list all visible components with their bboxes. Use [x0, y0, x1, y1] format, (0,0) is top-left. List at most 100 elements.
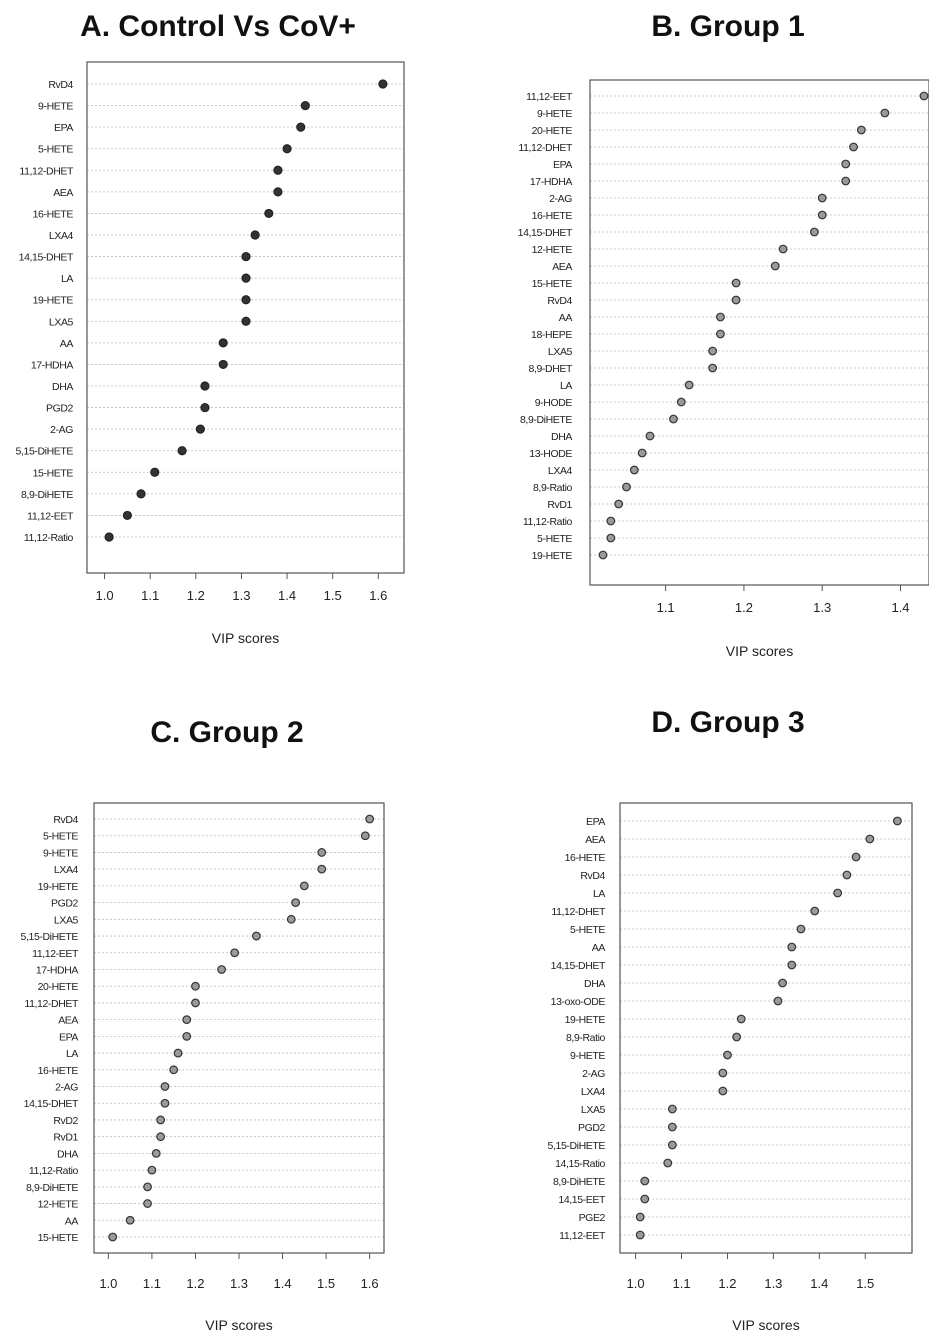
- data-point: [637, 448, 647, 458]
- category-label: AA: [559, 312, 573, 324]
- data-point: [317, 864, 327, 874]
- data-point: [299, 881, 309, 891]
- category-label: LXA4: [581, 1086, 606, 1098]
- data-point: [635, 1230, 645, 1240]
- data-point: [136, 489, 146, 499]
- data-point: [108, 1232, 118, 1242]
- category-label: 11,12-DHET: [518, 142, 573, 154]
- data-point: [640, 1194, 650, 1204]
- data-point: [817, 210, 827, 220]
- category-label: LXA5: [54, 914, 79, 926]
- category-label: 19-HETE: [33, 295, 74, 307]
- category-label: 8,9-Ratio: [566, 1032, 606, 1044]
- category-label: RvD4: [53, 814, 78, 826]
- data-point: [150, 467, 160, 477]
- data-point: [300, 100, 310, 111]
- chart-panel-4: D. Group 3 EPA AEA 16-HETE RvD4 LA 11,12-DHET 5…: [548, 706, 913, 1333]
- category-label: 18-HEPE: [531, 329, 572, 341]
- category-label: DHA: [57, 1148, 78, 1160]
- category-label: RvD1: [547, 499, 572, 511]
- category-label: 15-HETE: [532, 278, 573, 290]
- category-label: 9-HETE: [537, 108, 572, 120]
- x-tick-label: 1.6: [361, 1276, 379, 1291]
- data-point: [241, 295, 251, 305]
- x-tick-label: 1.4: [278, 588, 296, 603]
- plot-frame: [619, 802, 913, 1254]
- chart-panel-2: B. Group 1 11,12-EET 9-HETE 20-HETE 11,12-DH…: [518, 10, 929, 659]
- category-label: AA: [60, 338, 74, 350]
- data-point: [773, 996, 783, 1006]
- data-point: [731, 295, 741, 305]
- data-point: [169, 1065, 179, 1075]
- category-label: LXA4: [49, 230, 74, 242]
- category-label: PGD2: [46, 403, 74, 415]
- data-point: [842, 870, 852, 880]
- data-point: [286, 914, 296, 924]
- data-point: [810, 906, 820, 916]
- category-label: 11,12-EET: [32, 948, 79, 960]
- category-label: 12-HETE: [38, 1199, 79, 1211]
- data-point: [731, 278, 741, 288]
- category-label: 5,15-DiHETE: [16, 446, 74, 458]
- data-point: [241, 316, 251, 326]
- data-point: [635, 1212, 645, 1222]
- data-point: [708, 346, 718, 356]
- chart-panel-1: A. Control Vs CoV+ RvD4 9-HETE EPA 5-HETE 11,…: [16, 10, 405, 646]
- data-point: [856, 125, 866, 135]
- data-point: [218, 359, 228, 370]
- category-label: 2-AG: [50, 424, 73, 436]
- category-label: 11,12-DHET: [551, 906, 606, 918]
- data-point: [817, 193, 827, 203]
- x-tick-label: 1.3: [813, 600, 831, 615]
- plot-frame: [93, 802, 385, 1254]
- category-label: 11,12-EET: [526, 91, 573, 103]
- data-point: [252, 931, 261, 941]
- category-label: RvD2: [53, 1115, 78, 1127]
- x-axis-label: VIP scores: [726, 643, 793, 659]
- category-label: RvD4: [547, 295, 572, 307]
- x-tick-label: 1.2: [186, 1276, 204, 1291]
- data-point: [880, 108, 890, 118]
- category-label: LA: [66, 1048, 78, 1060]
- category-label: 13-HODE: [529, 448, 572, 460]
- category-label: AEA: [53, 187, 73, 199]
- category-label: 16-HETE: [38, 1065, 79, 1077]
- category-label: AEA: [585, 834, 605, 846]
- category-label: PGD2: [578, 1122, 606, 1134]
- category-label: 14,15-Ratio: [555, 1158, 605, 1170]
- data-point: [629, 465, 639, 475]
- category-label: 16-HETE: [565, 852, 606, 864]
- x-axis-label: VIP scores: [732, 1317, 799, 1333]
- category-label: 14,15-DHET: [518, 227, 573, 239]
- data-point: [173, 1048, 183, 1058]
- category-label: 20-HETE: [38, 981, 79, 993]
- data-point: [708, 363, 718, 373]
- data-point: [770, 261, 780, 271]
- category-label: 14,15-EET: [558, 1194, 606, 1206]
- data-point: [667, 1140, 677, 1150]
- category-label: 16-HETE: [33, 208, 74, 220]
- data-point: [151, 1148, 161, 1158]
- category-label: PGE2: [579, 1212, 606, 1224]
- category-label: 5-HETE: [38, 144, 73, 156]
- x-tick-label: 1.3: [764, 1276, 782, 1291]
- data-point: [841, 176, 851, 186]
- category-label: EPA: [59, 1031, 78, 1043]
- category-label: LA: [560, 380, 572, 392]
- data-point: [732, 1032, 742, 1042]
- data-point: [200, 402, 210, 413]
- category-label: LXA5: [548, 346, 573, 358]
- category-label: 11,12-EET: [559, 1230, 606, 1242]
- data-point: [360, 831, 370, 841]
- category-label: 8,9-Ratio: [533, 482, 573, 494]
- data-point: [291, 898, 301, 907]
- data-point: [606, 516, 616, 526]
- category-label: 19-HETE: [532, 550, 573, 562]
- chart-title: A. Control Vs CoV+: [80, 10, 356, 43]
- category-label: 14,15-DHET: [19, 252, 74, 264]
- x-tick-label: 1.4: [810, 1276, 828, 1291]
- data-point: [778, 244, 788, 254]
- data-point: [296, 122, 306, 132]
- category-label: 9-HETE: [38, 101, 73, 113]
